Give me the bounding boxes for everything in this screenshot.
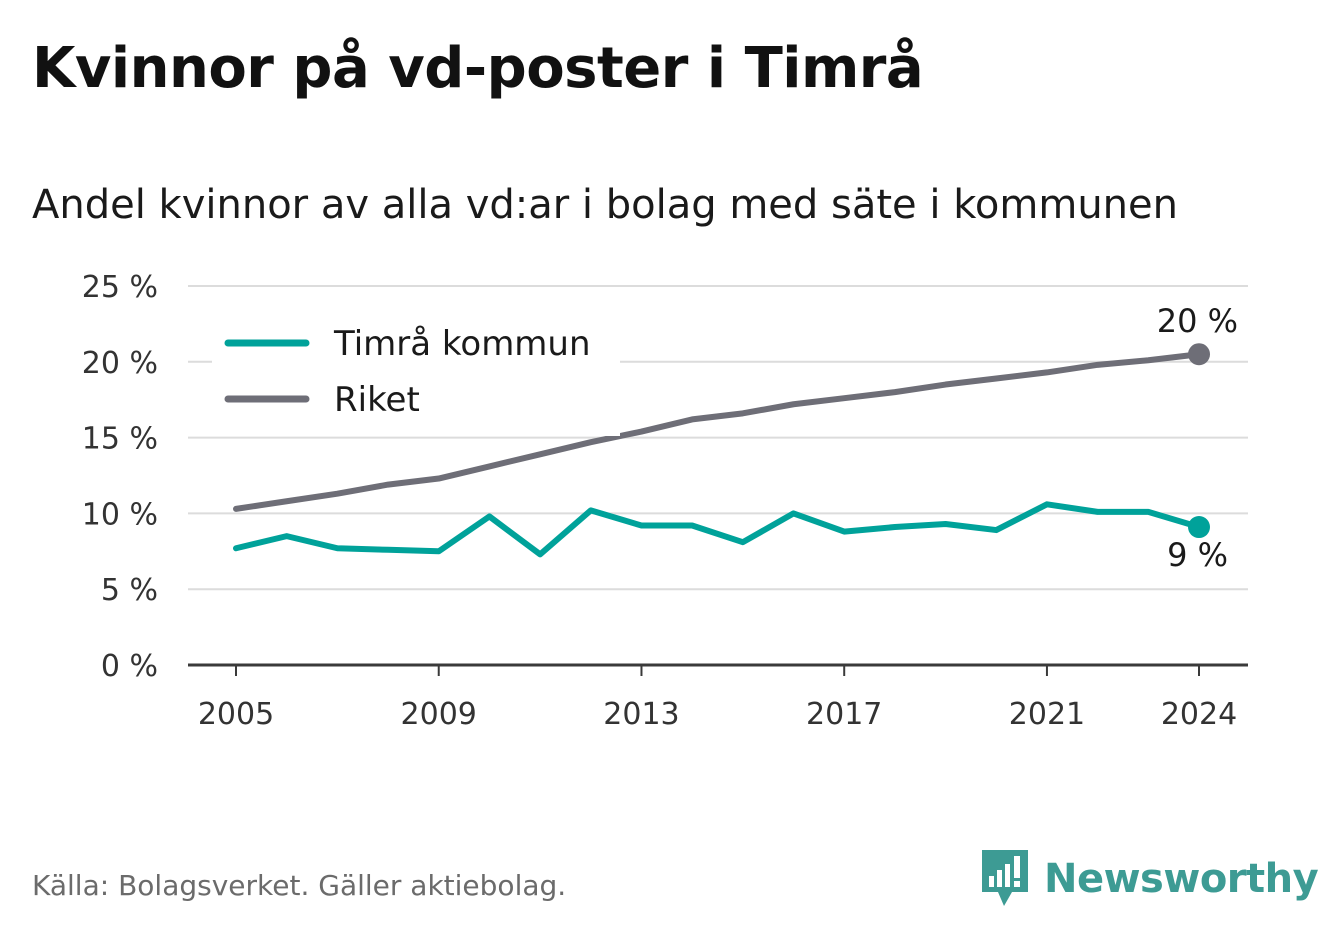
end-point-marker — [1188, 343, 1210, 366]
newsworthy-bar-chart-speech-bubble-icon — [982, 850, 1028, 906]
series-lines — [233, 343, 1210, 558]
y-tick-label: 5 % — [101, 573, 158, 608]
legend: Timrå kommun Riket — [212, 318, 620, 436]
series-line-timra-kommun — [233, 501, 1202, 558]
gridlines — [188, 285, 1248, 667]
legend-box — [212, 318, 620, 436]
end-point-marker — [1188, 516, 1210, 539]
chart-subtitle: Andel kvinnor av alla vd:ar i bolag med … — [32, 182, 1178, 228]
x-tick-label: 2021 — [1009, 697, 1085, 732]
x-tick-label: 2005 — [198, 697, 274, 732]
legend-label: Timrå kommun — [333, 324, 591, 364]
x-axis-tick-labels: 2005 2009 2013 2017 2021 2024 — [198, 665, 1237, 732]
y-tick-label: 10 % — [82, 497, 158, 532]
y-tick-label: 25 % — [82, 270, 158, 305]
y-tick-label: 20 % — [82, 346, 158, 381]
x-tick-label: 2024 — [1161, 697, 1237, 732]
series-line-riket — [233, 351, 1202, 512]
newsworthy-logo[interactable]: Newsworthy — [980, 848, 1319, 910]
y-axis-tick-labels: 0 % 5 % 10 % 15 % 20 % 25 % — [82, 270, 158, 684]
y-tick-label: 15 % — [82, 422, 158, 457]
end-label-riket: 20 % — [1157, 302, 1238, 340]
x-tick-label: 2013 — [603, 697, 679, 732]
brand-name: Newsworthy — [1044, 856, 1319, 902]
legend-label: Riket — [334, 380, 420, 420]
y-tick-label: 0 % — [101, 649, 158, 684]
chart-title: Kvinnor på vd-poster i Timrå — [32, 36, 924, 101]
x-tick-label: 2009 — [401, 697, 477, 732]
source-note: Källa: Bolagsverket. Gäller aktiebolag. — [32, 869, 567, 902]
x-tick-label: 2017 — [806, 697, 882, 732]
end-labels: 9 % 20 % — [1157, 302, 1238, 574]
end-label-timra: 9 % — [1167, 536, 1228, 574]
